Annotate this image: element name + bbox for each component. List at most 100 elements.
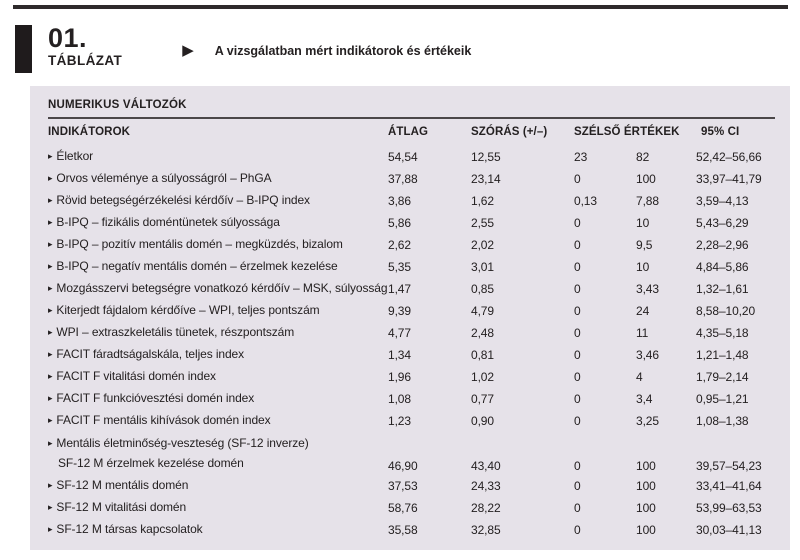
indicator-name: SF-12 M vitalitási domén — [56, 499, 187, 514]
sd-value: 43,40 — [471, 458, 501, 473]
numeric-variables-panel: NUMERIKUS VÁLTOZÓK INDIKÁTOROK ÁTLAG SZÓ… — [30, 86, 790, 550]
col-header-mean: ÁTLAG — [388, 126, 429, 138]
mean-value: 1,96 — [388, 369, 411, 384]
indicator-name: Mozgásszervi betegségre vonatkozó kérdőí… — [56, 280, 388, 295]
mean-value: 46,90 — [388, 458, 418, 473]
section-title: NUMERIKUS VÁLTOZÓK — [48, 99, 187, 111]
indicator-cell: ▸ FACIT fáradtságalskála, teljes index — [48, 345, 388, 365]
row-marker-icon: ▸ — [48, 392, 53, 403]
figure-table-page: 01. TÁBLÁZAT ▶ A vizsgálatban mért indik… — [0, 5, 800, 550]
mean-value: 4,77 — [388, 325, 411, 340]
ci-value: 3,59–4,13 — [696, 193, 749, 208]
sd-value: 1,62 — [471, 193, 494, 208]
sd-value: 0,90 — [471, 413, 494, 428]
indicator-name: Rövid betegségérzékelési kérdőív – B-IPQ… — [56, 192, 310, 207]
indicator-name-line: ▸ FACIT F mentális kihívások domén index — [48, 411, 388, 431]
min-value: 0 — [574, 478, 581, 493]
figure-title-block: 01. TÁBLÁZAT — [48, 25, 122, 73]
indicator-name: WPI – extraszkeletális tünetek, részpont… — [56, 324, 295, 339]
max-value: 100 — [636, 500, 656, 515]
mean-value: 1,08 — [388, 391, 411, 406]
indicator-cell: ▸ SF-12 M vitalitási domén — [48, 498, 388, 518]
sd-value: 2,55 — [471, 215, 494, 230]
row-marker-icon: ▸ — [48, 260, 53, 271]
indicator-name-line: ▸ FACIT F vitalitási domén index — [48, 367, 388, 387]
sd-value: 32,85 — [471, 522, 501, 537]
indicator-cell: ▸ FACIT F mentális kihívások domén index — [48, 411, 388, 431]
table-row: ▸ FACIT F funkcióvesztési domén index 1,0… — [48, 388, 775, 410]
min-value: 23 — [574, 149, 588, 164]
max-value: 11 — [636, 325, 649, 340]
max-value: 3,4 — [636, 391, 653, 406]
sd-value: 0,85 — [471, 281, 494, 296]
min-value: 0 — [574, 413, 581, 428]
mean-value: 2,62 — [388, 237, 411, 252]
indicator-cell: ▸ SF-12 M mentális domén — [48, 476, 388, 496]
ci-value: 2,28–2,96 — [696, 237, 749, 252]
min-value: 0 — [574, 281, 581, 296]
caption-arrow-icon: ▶ — [182, 41, 194, 59]
sd-value: 12,55 — [471, 149, 501, 164]
figure-caption: A vizsgálatban mért indikátorok és érték… — [214, 43, 472, 58]
table-row: ▸ B-IPQ – fizikális doméntünetek súlyossá… — [48, 212, 775, 234]
indicator-cell: ▸ FACIT F funkcióvesztési domén index — [48, 389, 388, 409]
indicator-name: Orvos véleménye a súlyosságról – PhGA — [56, 170, 272, 185]
table-row: ▸ SF-12 M társas kapcsolatok 35,58 32,85 … — [48, 519, 775, 541]
max-value: 10 — [636, 259, 650, 274]
indicator-cell: ▸ B-IPQ – pozitív mentális domén – megküz… — [48, 235, 388, 255]
max-value: 4 — [636, 369, 643, 384]
mean-value: 37,88 — [388, 171, 418, 186]
max-value: 10 — [636, 215, 650, 230]
min-value: 0 — [574, 458, 581, 473]
min-value: 0 — [574, 522, 581, 537]
row-marker-icon: ▸ — [48, 172, 53, 183]
indicator-name-line: ▸ B-IPQ – pozitív mentális domén – megküz… — [48, 235, 388, 255]
col-header-ci: 95% CI — [701, 126, 740, 138]
ci-value: 33,41–41,64 — [696, 478, 762, 493]
table-row: ▸ Rövid betegségérzékelési kérdőív – B-IP… — [48, 190, 775, 212]
min-value: 0 — [574, 215, 581, 230]
sd-value: 28,22 — [471, 500, 501, 515]
indicator-name-line: ▸ SF-12 M mentális domén — [48, 476, 388, 496]
sd-value: 4,79 — [471, 303, 494, 318]
indicator-name: FACIT F funkcióvesztési domén index — [56, 390, 255, 405]
indicator-cell: ▸ SF-12 M társas kapcsolatok — [48, 520, 388, 540]
top-divider — [13, 5, 788, 9]
row-marker-icon: ▸ — [48, 501, 53, 512]
table-row: ▸ SF-12 M vitalitási domén 58,76 28,22 0 … — [48, 497, 775, 519]
row-marker-icon: ▸ — [48, 479, 53, 490]
indicator-name-line: ▸ SF-12 M vitalitási domén — [48, 498, 388, 518]
indicator-name-line: ▸ Életkor — [48, 147, 388, 167]
table-row: ▸ FACIT fáradtságalskála, teljes index 1,… — [48, 344, 775, 366]
min-value: 0 — [574, 237, 581, 252]
table-row: ▸ FACIT F mentális kihívások domén index … — [48, 410, 775, 432]
sd-value: 1,02 — [471, 369, 494, 384]
indicator-name-line: ▸ B-IPQ – fizikális doméntünetek súlyossá… — [48, 213, 388, 233]
col-header-indicators: INDIKÁTOROK — [48, 126, 131, 138]
mean-value: 1,23 — [388, 413, 411, 428]
indicator-cell: ▸ Mentális életminőség-veszteség (SF-12 i… — [48, 434, 388, 473]
ci-value: 33,97–41,79 — [696, 171, 762, 186]
sd-value: 0,81 — [471, 347, 494, 362]
max-value: 7,88 — [636, 193, 659, 208]
table-row: ▸ Kiterjedt fájdalom kérdőíve – WPI, telj… — [48, 300, 775, 322]
sd-value: 2,02 — [471, 237, 494, 252]
row-marker-icon: ▸ — [48, 523, 53, 534]
table-row: ▸ Mentális életminőség-veszteség (SF-12 i… — [48, 432, 775, 475]
indicator-name: FACIT F vitalitási domén index — [56, 368, 216, 383]
table-row: ▸ Mozgásszervi betegségre vonatkozó kérdő… — [48, 278, 775, 300]
indicator-name: FACIT F mentális kihívások domén index — [56, 412, 271, 427]
indicator-name-line: ▸ SF-12 M társas kapcsolatok — [48, 520, 388, 540]
table-body: ▸ Életkor 54,54 12,55 23 82 52,42–56,66 ▸… — [48, 146, 775, 541]
indicator-cell: ▸ Életkor — [48, 147, 388, 167]
ci-value: 8,58–10,20 — [696, 303, 756, 318]
indicator-cell: ▸ WPI – extraszkeletális tünetek, részpon… — [48, 323, 388, 343]
row-marker-icon: ▸ — [48, 414, 53, 425]
min-value: 0 — [574, 347, 581, 362]
ci-value: 0,95–1,21 — [696, 391, 749, 406]
ci-value: 1,79–2,14 — [696, 369, 749, 384]
ci-value: 1,21–1,48 — [696, 347, 749, 362]
max-value: 9,5 — [636, 237, 653, 252]
row-marker-icon: ▸ — [48, 437, 53, 448]
indicator-name: SF-12 M társas kapcsolatok — [56, 521, 203, 536]
